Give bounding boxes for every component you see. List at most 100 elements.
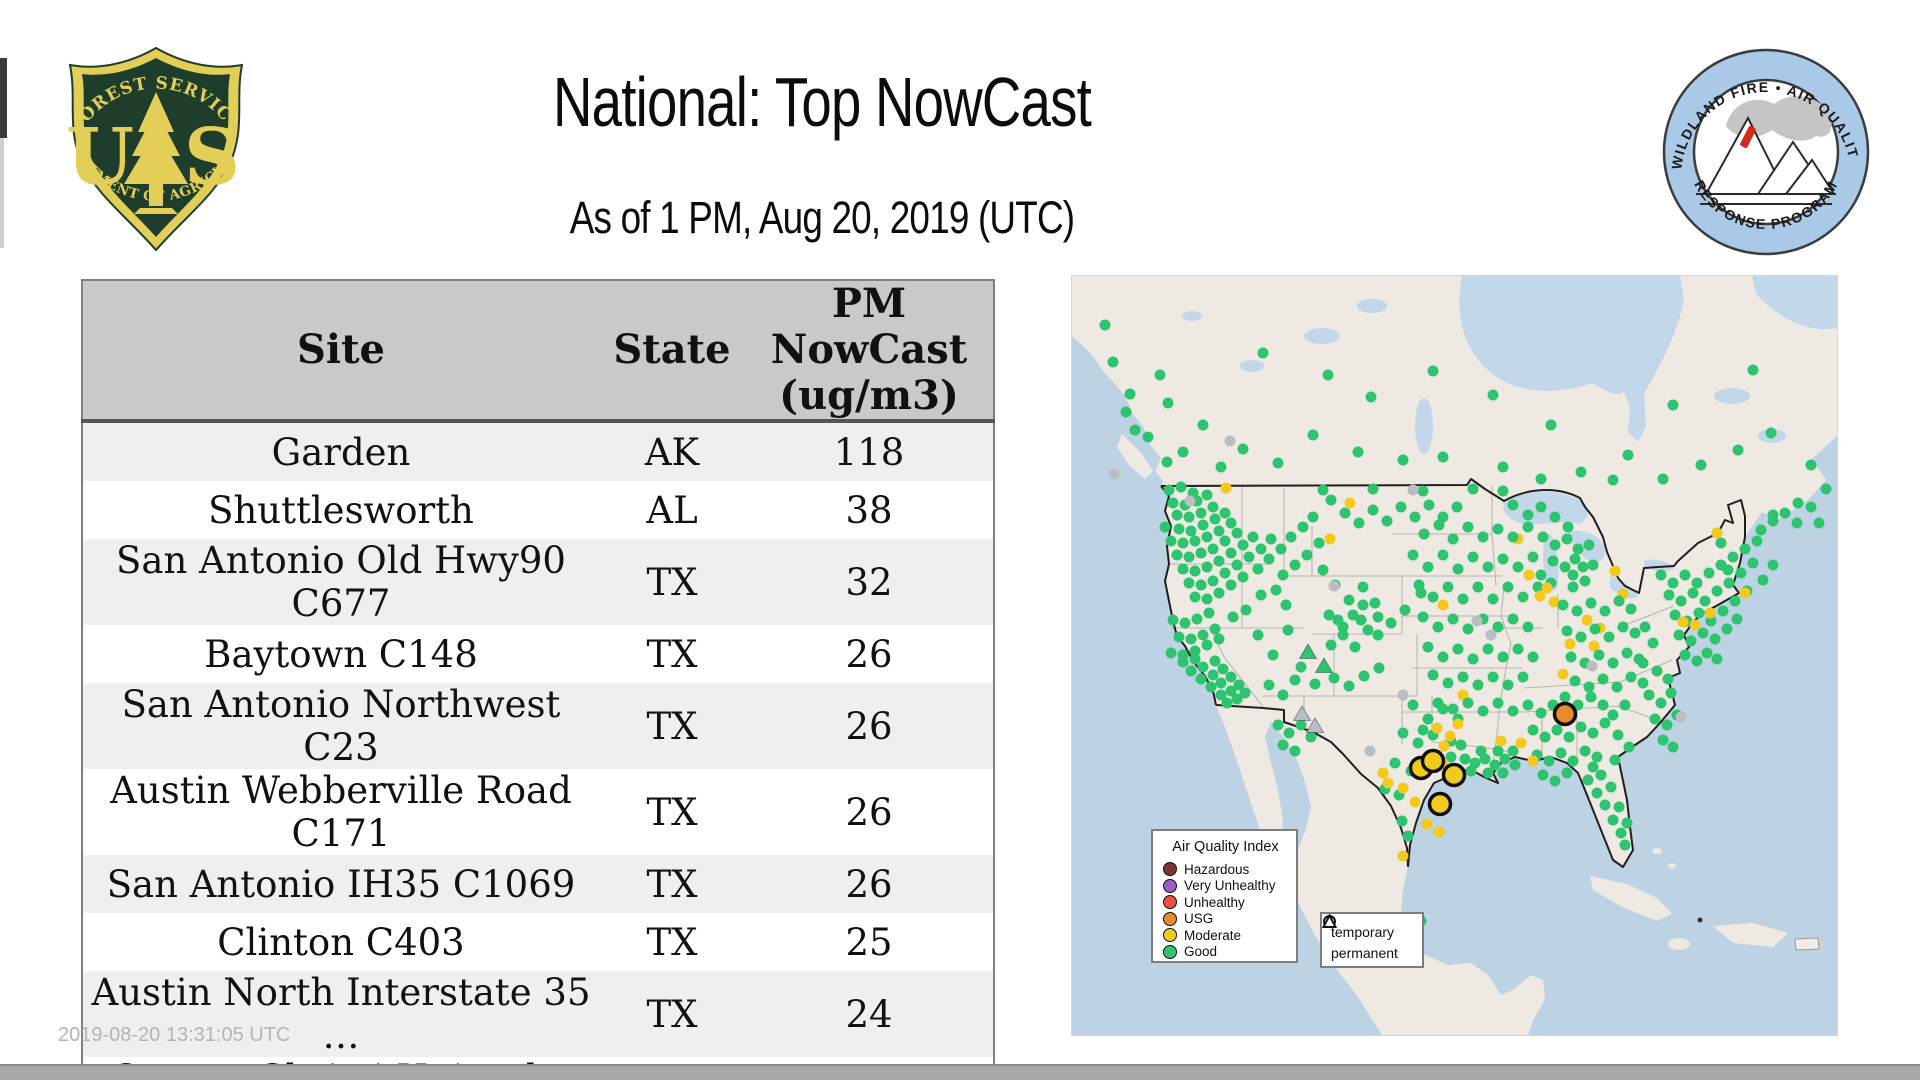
monitor-good: [1679, 649, 1691, 661]
monitor-good: [1399, 604, 1411, 616]
monitor-moderate: [1431, 722, 1443, 734]
monitor-good: [1120, 406, 1132, 418]
monitor-good: [1183, 511, 1195, 523]
table-row: Austin North Interstate 35 … TX 24: [82, 971, 994, 1057]
monitor-good: [1482, 561, 1494, 573]
monitor-good: [1215, 689, 1227, 701]
monitor-good: [1207, 669, 1219, 681]
pm-cell: 26: [745, 683, 994, 769]
monitor-good: [1695, 459, 1707, 471]
monitor-good: [1561, 767, 1573, 779]
monitor-good: [1687, 587, 1699, 599]
monitor-good: [1225, 671, 1237, 683]
monitor-good: [1455, 739, 1467, 751]
monitor-good: [1667, 577, 1679, 589]
permanent-monitor-good: [1314, 657, 1334, 673]
permanent-monitor-good: [1298, 643, 1318, 659]
monitor-good: [1711, 585, 1723, 597]
monitor-good: [1179, 617, 1191, 629]
table-body: Garden AK 118 Shuttlesworth AL 38 San Antonio …: [82, 421, 994, 1080]
pm-cell: 26: [745, 625, 994, 683]
monitor-good: [1297, 521, 1309, 533]
monitor-good: [1154, 369, 1166, 381]
site-cell: Garden: [82, 421, 599, 481]
monitor-good: [1705, 615, 1717, 627]
monitor-good: [1537, 531, 1549, 543]
monitor-good: [1313, 537, 1325, 549]
monitor-good: [1535, 569, 1547, 581]
monitor-good: [1423, 499, 1435, 511]
monitor-good: [1685, 635, 1697, 647]
monitor-good: [1201, 561, 1213, 573]
monitor-good: [1549, 775, 1561, 787]
permanent-monitor-nodata: [1292, 705, 1312, 721]
monitor-good: [1561, 533, 1573, 545]
monitor-moderate: [1495, 735, 1507, 747]
monitor-good: [1207, 501, 1219, 513]
monitor-good: [1487, 389, 1499, 401]
monitor-good: [1209, 513, 1221, 525]
monitor-good: [1673, 629, 1685, 641]
monitor-good: [1252, 563, 1264, 575]
monitor-good: [1622, 449, 1634, 461]
pm-cell: 38: [745, 481, 994, 539]
monitor-good: [1721, 623, 1733, 635]
state-cell: AK: [599, 421, 745, 481]
monitor-good: [1805, 459, 1817, 471]
monitor-good: [1191, 613, 1203, 625]
aqi-legend: Air Quality Index Hazardous Very Unhealth…: [1151, 829, 1298, 963]
monitor-good: [1257, 347, 1269, 359]
aqi-color-swatch: [1163, 944, 1177, 959]
monitor-good: [1617, 621, 1629, 633]
monitor-moderate: [1444, 730, 1456, 742]
monitor-good: [1612, 729, 1624, 741]
monitor-good: [1142, 431, 1154, 443]
monitor-good: [1247, 531, 1259, 543]
monitor-good: [1409, 511, 1421, 523]
monitor-moderate: [1409, 796, 1421, 808]
monitor-good: [1372, 611, 1384, 623]
monitor-type-legend: temporary permanent: [1320, 912, 1424, 968]
monitor-good: [1225, 547, 1237, 559]
monitor-good: [1417, 611, 1429, 623]
pm-cell: 118: [745, 421, 994, 481]
monitor-good: [1309, 678, 1321, 690]
monitor-good: [1569, 553, 1581, 565]
monitor-good: [1233, 679, 1245, 691]
monitor-good: [1527, 724, 1539, 736]
column-header-site: Site: [82, 280, 599, 423]
monitor-good: [1691, 655, 1703, 667]
monitor-good: [1358, 670, 1370, 682]
monitor-good: [1183, 577, 1195, 589]
monitor-good: [1805, 501, 1817, 513]
monitor-good: [1477, 705, 1489, 717]
monitor-good: [1215, 461, 1227, 473]
state-cell: AL: [599, 481, 745, 539]
monitor-good: [1487, 671, 1499, 683]
monitor-good: [1703, 567, 1715, 579]
monitor-good: [1422, 561, 1434, 573]
pine-tree-icon: [124, 92, 188, 214]
monitor-good: [1159, 521, 1171, 533]
monitor-good: [1675, 595, 1687, 607]
monitor-good: [1621, 817, 1633, 829]
monitor-good: [1597, 699, 1609, 711]
slide-edge-artifact-2: [0, 138, 4, 248]
monitor-nodata: [1184, 495, 1196, 507]
monitor-good: [1277, 569, 1289, 581]
monitor-moderate: [1397, 850, 1409, 862]
top-site-moderate: [1427, 791, 1453, 817]
monitor-moderate: [1677, 616, 1689, 628]
monitor-good: [1462, 697, 1474, 709]
monitor-good: [1667, 399, 1679, 411]
monitor-good: [1583, 539, 1595, 551]
monitor-good: [1585, 691, 1597, 703]
monitor-good: [1167, 614, 1179, 626]
monitor-good: [1465, 765, 1477, 777]
monitor-good: [1239, 687, 1251, 699]
monitor-good: [1231, 559, 1243, 571]
monitor-good: [1547, 555, 1559, 567]
monitor-nodata: [1485, 629, 1497, 641]
monitor-good: [1365, 391, 1377, 403]
monitor-good: [1107, 356, 1119, 368]
